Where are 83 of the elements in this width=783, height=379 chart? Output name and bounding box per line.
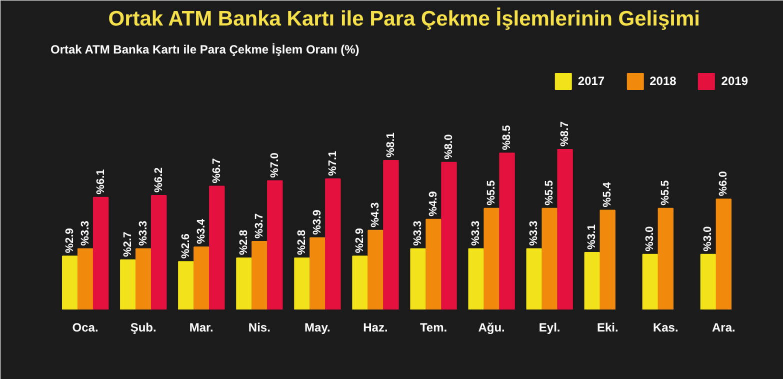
x-tick-label: Nis. xyxy=(248,320,270,334)
bar xyxy=(584,252,600,310)
bar xyxy=(658,208,674,310)
data-label: %2.9 xyxy=(64,228,76,254)
bar xyxy=(209,186,225,310)
data-label: %5.4 xyxy=(602,181,614,208)
bar xyxy=(600,210,616,310)
data-label: %3.3 xyxy=(137,220,150,246)
data-label: %3.7 xyxy=(253,213,266,238)
data-label: %3.0 xyxy=(644,226,656,252)
bar xyxy=(383,160,399,310)
data-label: %8.7 xyxy=(559,121,572,146)
legend-label: 2017 xyxy=(578,74,605,88)
bar xyxy=(716,198,732,310)
data-label: %4.3 xyxy=(369,202,382,228)
data-label: %5.5 xyxy=(486,180,498,206)
data-label: %4.9 xyxy=(428,191,440,216)
x-tick-label: Tem. xyxy=(420,320,448,334)
bar xyxy=(178,261,194,310)
data-label: %6.1 xyxy=(94,169,107,194)
data-label: %5.5 xyxy=(544,180,556,206)
data-label: %8.0 xyxy=(442,134,455,160)
bar xyxy=(499,152,515,310)
bar xyxy=(62,256,78,310)
bar xyxy=(310,237,326,310)
data-label: %3.4 xyxy=(195,218,208,244)
legend-label: 2018 xyxy=(650,74,676,88)
bar xyxy=(294,258,310,310)
data-label: %3.3 xyxy=(79,220,92,246)
bar xyxy=(236,258,252,310)
data-label: %2.7 xyxy=(122,232,134,257)
x-tick-label: Oca. xyxy=(72,320,98,334)
data-label: %6.0 xyxy=(718,171,730,196)
data-label: %8.5 xyxy=(501,125,514,150)
x-tick-label: Ara. xyxy=(712,320,736,334)
x-tick-label: Şub. xyxy=(130,320,156,334)
data-label: %5.5 xyxy=(660,180,672,206)
data-label: %3.9 xyxy=(311,210,324,235)
bar xyxy=(150,194,167,310)
x-tick-label: Ağu. xyxy=(478,320,505,334)
data-label: %6.2 xyxy=(152,167,165,192)
bar xyxy=(267,180,283,310)
data-label: %2.6 xyxy=(180,234,192,259)
bar xyxy=(252,240,268,310)
x-tick-label: Haz. xyxy=(363,320,388,334)
bar xyxy=(484,208,500,310)
data-label: %3.3 xyxy=(470,220,482,246)
bar xyxy=(77,248,94,310)
bar xyxy=(542,208,558,310)
data-label: %3.0 xyxy=(702,226,714,252)
bar xyxy=(120,259,136,310)
data-label: %3.1 xyxy=(586,224,598,250)
data-label: %2.8 xyxy=(296,230,308,256)
bar xyxy=(526,248,542,310)
data-label: %2.8 xyxy=(238,230,250,256)
x-tick-label: Mar. xyxy=(189,320,214,334)
chart-subtitle: Ortak ATM Banka Kartı ile Para Çekme İşlem Oranı (%) xyxy=(50,42,360,56)
chart-title: Ortak ATM Banka Kartı ile Para Çekme İşlemlerinin Gelişimi xyxy=(108,8,700,30)
bar xyxy=(325,178,341,310)
data-label: %6.7 xyxy=(210,158,223,184)
data-label: %3.3 xyxy=(412,220,424,246)
data-label: %8.1 xyxy=(384,132,397,158)
bar xyxy=(92,196,109,310)
x-tick-label: Kas. xyxy=(652,320,678,334)
data-label: %7.0 xyxy=(268,152,281,178)
bar xyxy=(468,248,484,310)
bar xyxy=(194,246,210,310)
data-label: %2.9 xyxy=(354,228,366,254)
data-label: %3.3 xyxy=(528,220,540,246)
bar xyxy=(410,248,426,310)
x-tick-label: Eyl. xyxy=(538,320,560,334)
bar xyxy=(352,256,368,310)
legend-label: 2019 xyxy=(721,74,748,88)
data-label: %7.1 xyxy=(326,150,339,176)
bar xyxy=(136,248,152,310)
bar xyxy=(441,162,457,310)
bar xyxy=(368,230,384,310)
bar xyxy=(642,254,658,310)
bar xyxy=(700,254,716,310)
x-tick-label: Eki. xyxy=(596,320,618,334)
bar xyxy=(557,149,573,310)
x-tick-label: May. xyxy=(304,320,330,334)
bar xyxy=(426,218,442,310)
